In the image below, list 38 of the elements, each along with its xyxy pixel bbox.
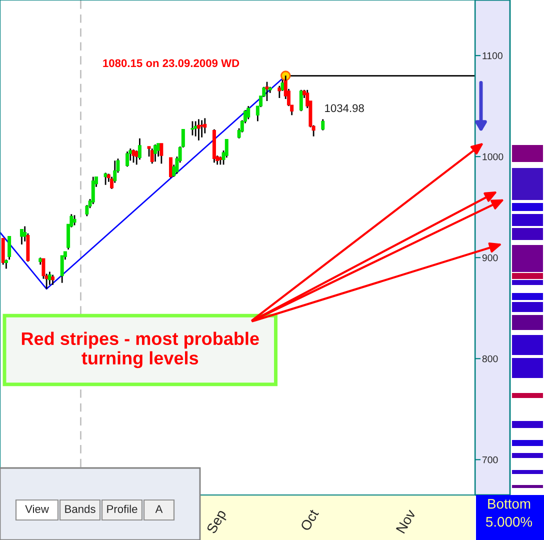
annotation: 1034.98 bbox=[325, 104, 364, 112]
candlestick bbox=[299, 89, 303, 112]
candlestick bbox=[246, 105, 250, 120]
annotation: Red stripes - most probable turning levels bbox=[22, 332, 259, 368]
candlestick bbox=[153, 144, 157, 162]
candlestick bbox=[20, 228, 24, 246]
candlestick bbox=[126, 150, 130, 168]
candlestick bbox=[190, 120, 194, 136]
y-tick-label: 1100 bbox=[482, 52, 502, 60]
candlestick bbox=[203, 118, 207, 134]
candlestick bbox=[160, 142, 164, 164]
x-tick-label: Sep bbox=[206, 508, 229, 536]
candlestick bbox=[132, 148, 136, 164]
candlestick bbox=[4, 258, 8, 270]
annotation: 1080.15 on 23.09.2009 WD bbox=[103, 59, 240, 68]
candlestick bbox=[72, 214, 76, 226]
candlestick bbox=[8, 236, 12, 260]
y-tick-label: 1000 bbox=[482, 153, 504, 160]
text: Profile bbox=[107, 504, 138, 513]
text: View bbox=[25, 504, 49, 513]
candlestick bbox=[51, 274, 55, 286]
candlestick bbox=[60, 254, 64, 284]
candlestick bbox=[91, 176, 95, 205]
x-tick-label: Oct bbox=[300, 508, 320, 532]
y-tick-label: 800 bbox=[482, 355, 498, 362]
candlestick bbox=[48, 271, 52, 286]
text: A bbox=[155, 505, 163, 513]
candlestick bbox=[196, 118, 200, 142]
candlestick bbox=[265, 81, 269, 102]
candlestick bbox=[169, 156, 172, 178]
text: Bands bbox=[65, 504, 96, 513]
candlestick bbox=[321, 118, 325, 132]
y-tick-label: 900 bbox=[482, 254, 498, 262]
text: Bottom bbox=[488, 499, 530, 509]
candlestick bbox=[150, 148, 154, 164]
text: 5.000% bbox=[486, 516, 532, 527]
y-tick-label: 700 bbox=[482, 456, 498, 464]
candlestick bbox=[138, 138, 142, 160]
